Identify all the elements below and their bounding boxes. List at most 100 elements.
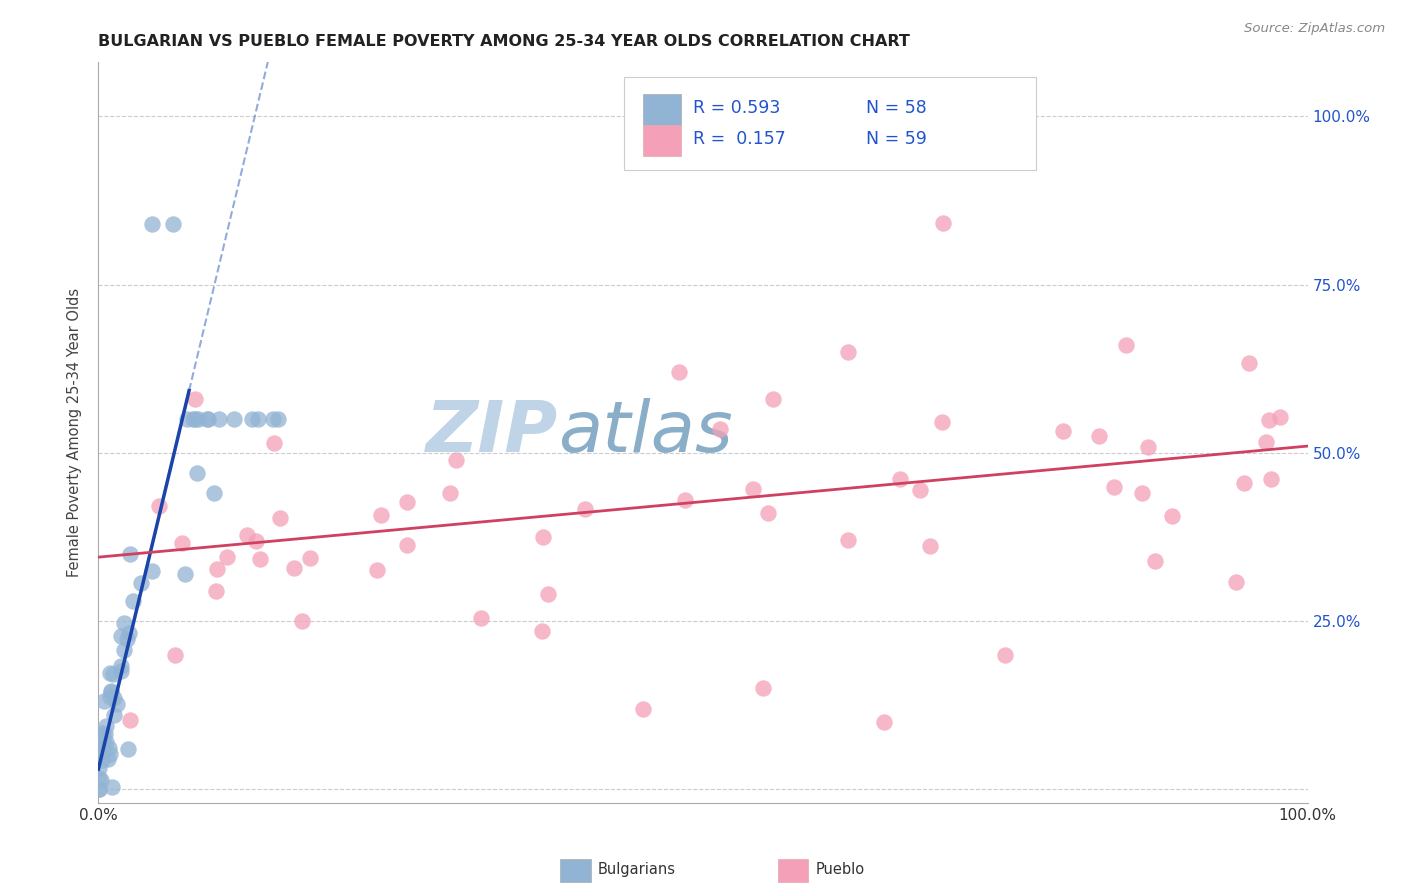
Point — [93, 728, 115, 742]
Point — [291, 614, 314, 628]
Point — [105, 698, 128, 712]
Point — [110, 629, 132, 643]
Point — [129, 576, 152, 591]
Point — [756, 506, 779, 520]
Point — [439, 486, 461, 500]
Text: R =  0.157: R = 0.157 — [693, 129, 786, 148]
Point — [97, 752, 120, 766]
Point — [197, 412, 219, 426]
Point — [117, 741, 139, 756]
Point — [673, 492, 696, 507]
Point — [249, 551, 271, 566]
Point — [873, 714, 896, 729]
Point — [98, 690, 121, 704]
Point — [918, 539, 941, 553]
Point — [94, 719, 117, 733]
Point — [122, 594, 145, 608]
Point — [148, 499, 170, 513]
Point — [1257, 413, 1279, 427]
Point — [208, 412, 231, 426]
FancyBboxPatch shape — [643, 126, 682, 156]
Point — [752, 681, 775, 696]
Point — [1237, 356, 1260, 370]
Point — [1102, 480, 1125, 494]
Point — [283, 561, 305, 575]
Text: ZIP: ZIP — [426, 398, 558, 467]
Y-axis label: Female Poverty Among 25-34 Year Olds: Female Poverty Among 25-34 Year Olds — [67, 288, 83, 577]
Point — [531, 530, 554, 544]
Point — [103, 707, 125, 722]
Point — [574, 502, 596, 516]
Point — [298, 550, 321, 565]
Text: BULGARIAN VS PUEBLO FEMALE POVERTY AMONG 25-34 YEAR OLDS CORRELATION CHART: BULGARIAN VS PUEBLO FEMALE POVERTY AMONG… — [98, 34, 910, 49]
Point — [187, 412, 209, 426]
Point — [141, 564, 163, 578]
Point — [444, 453, 467, 467]
Point — [931, 415, 953, 429]
Point — [89, 782, 111, 797]
Point — [762, 392, 785, 406]
Point — [89, 771, 111, 785]
Point — [112, 643, 135, 657]
Point — [222, 412, 245, 426]
Text: N = 58: N = 58 — [866, 99, 927, 118]
Point — [1132, 486, 1154, 500]
Point — [240, 412, 263, 426]
Point — [1233, 475, 1256, 490]
Point — [366, 563, 388, 577]
Point — [370, 508, 392, 522]
Point — [163, 648, 186, 662]
Point — [470, 611, 492, 625]
Point — [908, 483, 931, 497]
Point — [267, 412, 290, 426]
Point — [118, 547, 141, 561]
Point — [932, 216, 955, 230]
Point — [889, 472, 911, 486]
Text: Bulgarians: Bulgarians — [598, 863, 675, 877]
Point — [118, 625, 141, 640]
Point — [96, 735, 118, 749]
Point — [93, 694, 115, 708]
Point — [103, 691, 125, 706]
Text: R = 0.593: R = 0.593 — [693, 99, 780, 118]
Text: N = 59: N = 59 — [866, 129, 927, 148]
Point — [1088, 428, 1111, 442]
Point — [89, 782, 111, 797]
Point — [631, 701, 654, 715]
Point — [741, 483, 763, 497]
Point — [217, 550, 239, 565]
Point — [269, 510, 291, 524]
Point — [246, 412, 269, 426]
Point — [100, 685, 122, 699]
Point — [395, 495, 418, 509]
Point — [668, 365, 690, 379]
Point — [396, 538, 419, 552]
Point — [94, 727, 117, 741]
Point — [837, 533, 859, 547]
Point — [537, 587, 560, 601]
Point — [1225, 575, 1247, 590]
Point — [1254, 435, 1277, 450]
Point — [100, 684, 122, 698]
Point — [709, 422, 731, 436]
Point — [110, 658, 132, 673]
Point — [205, 584, 228, 599]
Point — [173, 566, 195, 581]
Point — [93, 735, 115, 749]
Point — [90, 741, 112, 756]
Point — [1136, 440, 1159, 454]
Point — [1268, 409, 1291, 424]
Point — [100, 666, 122, 681]
Text: Pueblo: Pueblo — [815, 863, 865, 877]
Point — [118, 713, 141, 727]
Point — [184, 412, 207, 426]
Point — [202, 486, 225, 500]
Point — [186, 466, 208, 480]
Point — [90, 753, 112, 767]
Point — [1161, 509, 1184, 524]
Point — [101, 666, 124, 681]
Point — [141, 217, 163, 231]
Point — [110, 664, 132, 678]
Point — [87, 746, 110, 760]
Point — [89, 761, 111, 775]
